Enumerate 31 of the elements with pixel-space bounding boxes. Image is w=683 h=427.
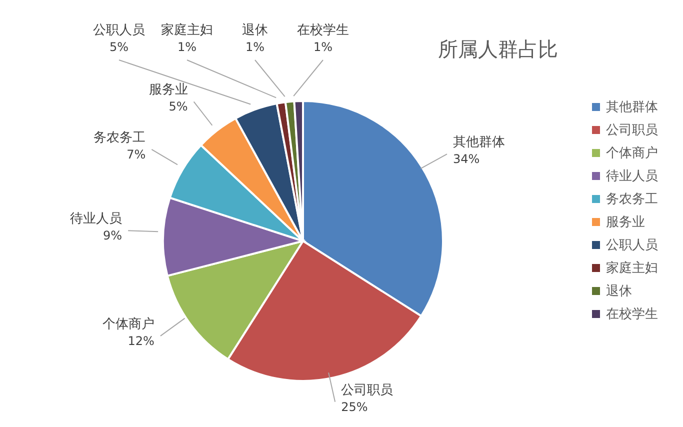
legend-label: 个体商户 (606, 144, 658, 162)
data-label: 1% (313, 40, 333, 54)
data-label: 12% (128, 334, 154, 348)
legend-label: 在校学生 (606, 306, 658, 324)
data-label: 7% (126, 147, 146, 162)
data-label: 34% (452, 152, 480, 166)
slice-label: 个体商户 (102, 316, 154, 332)
data-label: 5% (168, 100, 188, 114)
legend-label: 其他群体 (606, 98, 658, 116)
data-label: 5% (109, 40, 129, 54)
slice-label: 务农务工 (94, 130, 146, 146)
slice-label: 公职人员 (93, 23, 145, 38)
data-label: 1% (177, 40, 197, 54)
slice-label: 其他群体 (452, 135, 505, 150)
legend-label: 务农务工 (606, 190, 658, 208)
text: 所属人群占比 (438, 37, 558, 61)
legend-label: 公司职员 (606, 122, 658, 140)
legend-label: 退休 (606, 282, 632, 300)
data-label: 9% (103, 228, 122, 243)
slice-label: 在校学生 (297, 23, 349, 38)
data-label: 1% (245, 40, 265, 54)
slice-label: 公司职员 (341, 382, 394, 398)
slice-label: 退休 (242, 23, 268, 38)
slice-label: 待业人员 (70, 212, 122, 227)
data-label: 25% (341, 400, 368, 414)
slice-label: 家庭主妇 (161, 22, 213, 38)
legend-label: 服务业 (606, 214, 645, 232)
slice-label: 服务业 (148, 82, 188, 98)
legend-label: 待业人员 (606, 168, 658, 186)
legend-label: 家庭主妇 (606, 260, 658, 278)
legend-label: 公职人员 (606, 236, 658, 254)
